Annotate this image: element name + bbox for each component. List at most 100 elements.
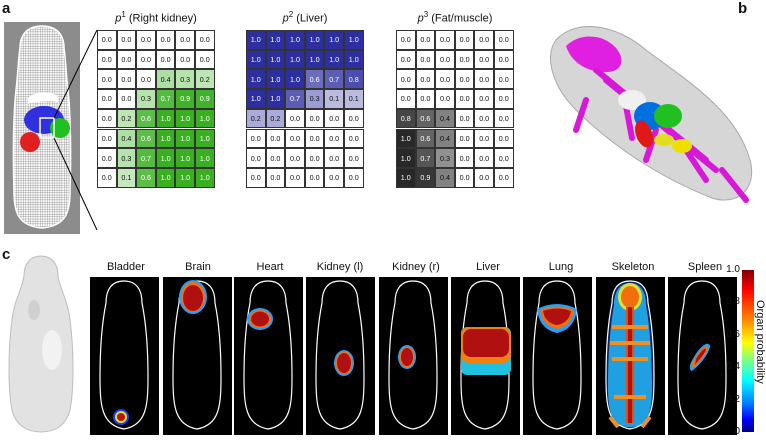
grid-cell: 0.0 bbox=[344, 128, 364, 149]
grid-cell: 0.0 bbox=[285, 148, 305, 168]
organ-map-brain bbox=[163, 277, 232, 435]
grid-cell: 0.0 bbox=[195, 30, 215, 50]
grid-cell: 0.0 bbox=[175, 30, 195, 50]
grid-cell: 0.0 bbox=[265, 148, 286, 168]
grid-cell: 0.0 bbox=[116, 49, 137, 70]
grid-cell: 0.0 bbox=[246, 167, 266, 188]
grid-cell: 0.0 bbox=[97, 30, 117, 50]
grid-cell: 0.1 bbox=[344, 89, 364, 109]
grid-cell: 0.7 bbox=[285, 89, 305, 109]
grid-cell: 0.0 bbox=[324, 167, 344, 188]
grid-cell: 0.0 bbox=[396, 30, 416, 50]
mouse-grid-image bbox=[4, 22, 80, 234]
grid-cell: 0.0 bbox=[304, 148, 325, 168]
grid-cell: 0.7 bbox=[324, 69, 344, 90]
grid-cell: 0.0 bbox=[494, 69, 514, 90]
grid-cell: 0.0 bbox=[454, 128, 475, 149]
grid-cell: 1.0 bbox=[155, 108, 176, 129]
grid-cell: 0.6 bbox=[136, 167, 156, 188]
grid-cell: 0.0 bbox=[195, 49, 215, 70]
grid-cell: 0.0 bbox=[474, 49, 494, 70]
grid-cell: 0.0 bbox=[435, 89, 455, 109]
grid-cell: 0.3 bbox=[116, 148, 137, 168]
grid-cell: 1.0 bbox=[195, 108, 215, 129]
organ-map-skeleton bbox=[596, 277, 665, 435]
grid-cell: 0.0 bbox=[494, 49, 514, 70]
grid-cell: 0.9 bbox=[415, 167, 436, 188]
grid-cell: 0.0 bbox=[304, 108, 325, 129]
grid-cell: 0.0 bbox=[324, 128, 344, 149]
colorbar-tick: 0 bbox=[734, 426, 740, 437]
grid-cell: 1.0 bbox=[195, 148, 215, 168]
grid-cell: 0.0 bbox=[435, 30, 455, 50]
probability-grid-fat-muscle: 0.0 0.0 0.0 0.0 0.0 0.0 0.0 0.0 0.0 0.0 0.0 0.0 0.0 0… bbox=[396, 30, 514, 188]
grid-cell: 0.2 bbox=[246, 108, 266, 129]
grid-cell: 0.0 bbox=[474, 148, 494, 168]
probability-grid-right-kidney: 0.0 0.0 0.0 0.0 0.0 0.0 0.0 0.0 0.0 0.0 0.0 0.0 0.0 0… bbox=[97, 30, 215, 188]
organ-map-heart bbox=[234, 277, 303, 435]
colorbar-tick: 1.0 bbox=[726, 264, 740, 275]
grid-cell: 0.0 bbox=[494, 89, 514, 109]
grid-cell: 0.0 bbox=[136, 49, 156, 70]
colorbar-title: Organ probability bbox=[754, 300, 766, 384]
grid-cell: 0.0 bbox=[116, 30, 137, 50]
organ-map-bladder bbox=[90, 277, 159, 435]
grid-cell: 0.0 bbox=[435, 69, 455, 90]
mouse-3d-render bbox=[536, 10, 764, 216]
grid-cell: 0.7 bbox=[415, 148, 436, 168]
grid-cell: 1.0 bbox=[265, 89, 286, 109]
grid-cell: 0.0 bbox=[396, 49, 416, 70]
grid-cell: 0.8 bbox=[344, 69, 364, 90]
organ-map-kidney-r bbox=[379, 277, 448, 435]
grid-cell: 0.0 bbox=[454, 49, 475, 70]
grid-cell: 0.0 bbox=[97, 167, 117, 188]
grid-cell: 1.0 bbox=[175, 128, 195, 149]
grid-cell: 0.4 bbox=[155, 69, 176, 90]
grid-cell: 0.0 bbox=[454, 30, 475, 50]
grid-cell: 1.0 bbox=[304, 49, 325, 70]
grid-cell: 0.0 bbox=[136, 30, 156, 50]
grid-cell: 0.1 bbox=[324, 89, 344, 109]
organ-label-skeleton: Skeleton bbox=[611, 261, 655, 273]
probability-grid-liver: 1.0 1.0 1.0 1.0 1.0 1.0 1.0 1.0 1.0 1.0 1.0 1.0 1.0 1… bbox=[246, 30, 364, 188]
grid-cell: 1.0 bbox=[175, 148, 195, 168]
grid-cell: 0.1 bbox=[116, 167, 137, 188]
grid-cell: 0.2 bbox=[265, 108, 286, 129]
grid-cell: 0.0 bbox=[454, 69, 475, 90]
grid-cell: 1.0 bbox=[246, 30, 266, 50]
grid-cell: 0.3 bbox=[435, 148, 455, 168]
grid-cell: 0.0 bbox=[344, 108, 364, 129]
grid-cell: 0.0 bbox=[494, 167, 514, 188]
grid-cell: 1.0 bbox=[155, 148, 176, 168]
grid-cell: 1.0 bbox=[344, 30, 364, 50]
organ-map-spleen bbox=[668, 277, 737, 435]
grid-cell: 0.3 bbox=[175, 69, 195, 90]
grid-cell: 1.0 bbox=[195, 128, 215, 149]
grid-cell: 0.0 bbox=[494, 148, 514, 168]
grid-cell: 0.0 bbox=[97, 128, 117, 149]
grid-cell: 0.0 bbox=[285, 128, 305, 149]
grid-cell: 0.0 bbox=[155, 49, 176, 70]
zoom-connector-lines bbox=[53, 29, 98, 231]
grid-cell: 1.0 bbox=[324, 49, 344, 70]
grid-cell: 1.0 bbox=[285, 49, 305, 70]
grid-cell: 0.0 bbox=[396, 89, 416, 109]
grid-cell: 0.0 bbox=[415, 30, 436, 50]
grid-cell: 0.0 bbox=[494, 128, 514, 149]
grid-cell: 0.0 bbox=[246, 148, 266, 168]
grid-cell: 0.0 bbox=[324, 108, 344, 129]
organ-label-bladder: Bladder bbox=[107, 261, 145, 273]
grid-cell: 0.0 bbox=[454, 89, 475, 109]
organ-label-spleen: Spleen bbox=[687, 261, 723, 273]
grid-cell: 1.0 bbox=[195, 167, 215, 188]
grid-cell: 0.6 bbox=[136, 128, 156, 149]
mouse-photo bbox=[0, 250, 82, 436]
grid-cell: 0.0 bbox=[435, 49, 455, 70]
grid-cell: 1.0 bbox=[344, 49, 364, 70]
grid-cell: 0.4 bbox=[435, 128, 455, 149]
grid-cell: 0.7 bbox=[155, 89, 176, 109]
colorbar bbox=[742, 270, 754, 432]
grid-cell: 1.0 bbox=[324, 30, 344, 50]
grid-cell: 0.0 bbox=[474, 167, 494, 188]
grid-title-2: p2 (Liver) bbox=[282, 10, 328, 25]
